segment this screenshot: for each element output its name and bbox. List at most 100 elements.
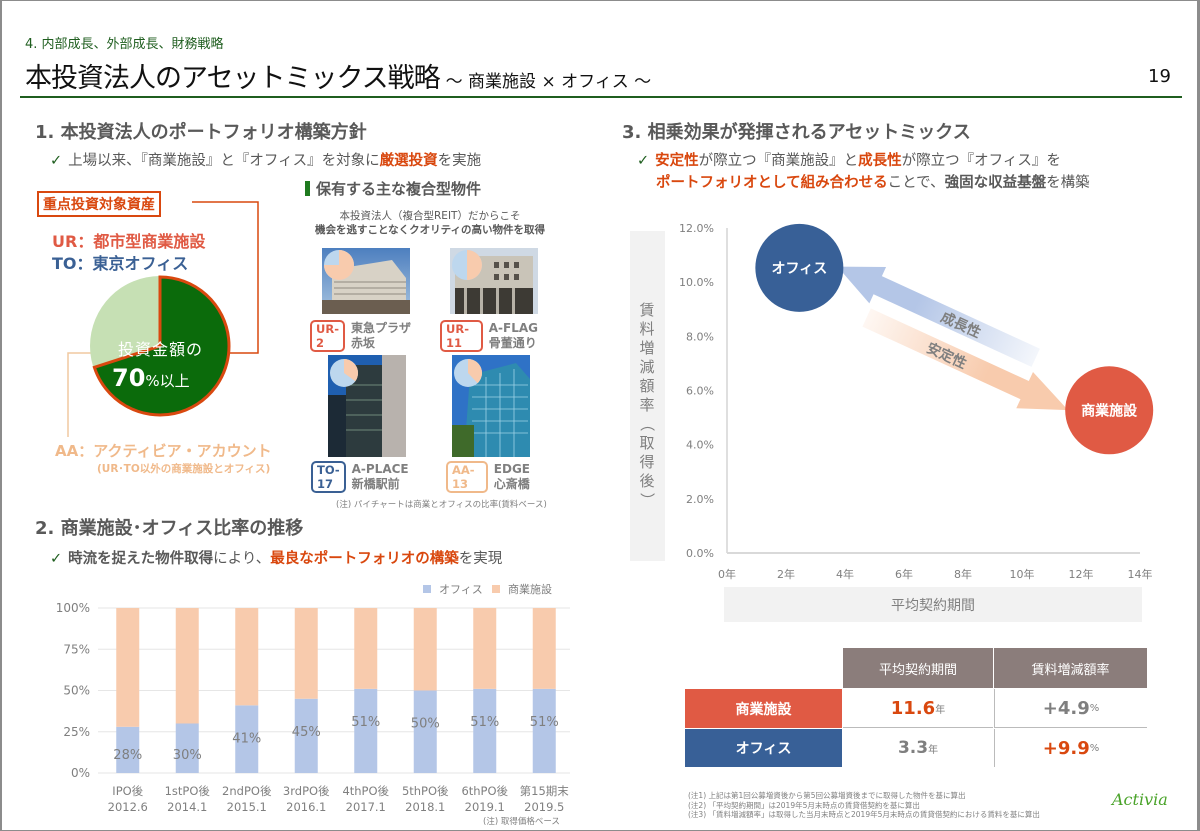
property-card: UR-2 東急プラザ 赤坂 — [310, 248, 411, 352]
property-name: A-FLAG 骨董通り — [489, 321, 538, 351]
table-row-label-retail: 商業施設 — [685, 689, 842, 728]
y-axis-label-char: 減 — [639, 358, 654, 376]
x-tick-label-date: 2019.5 — [524, 800, 564, 814]
x-tick-label: IPO後 — [112, 784, 143, 798]
bar-office — [235, 705, 259, 773]
property-name-line2: 新橋駅前 — [351, 477, 400, 491]
bar-retail — [116, 608, 140, 727]
table-header-rate: 賃料増減額率 — [994, 648, 1147, 688]
section1-bullet: ✓ 上場以来、『商業施設』と『オフィス』を対象に厳選投資を実施 — [50, 149, 481, 170]
x-tick-label: 6年 — [895, 567, 913, 581]
y-axis-label-char: 賃 — [639, 301, 654, 319]
y-tick-label: 12.0% — [679, 222, 714, 235]
property-name: A-PLACE 新橋駅前 — [352, 462, 409, 492]
x-axis-label: 平均契約期間 — [891, 598, 975, 614]
bullet-emphasis: 最良なポートフォリオの構築 — [270, 551, 459, 567]
property-name-line1: A-PLACE — [351, 462, 409, 476]
mini-pie-retail — [324, 250, 354, 280]
property-name-line2: 心斎橋 — [493, 477, 530, 491]
mini-pie-retail — [467, 250, 482, 280]
table-header-term: 平均契約期間 — [843, 648, 993, 688]
comparison-table: 平均契約期間 賃料増減額率 商業施設 11.6 年 +4.9% オフィス 3.3 年… — [685, 648, 1180, 768]
ur-label: UR：都市型商業施設 — [52, 232, 206, 251]
y-tick-label: 0% — [71, 766, 90, 780]
y-axis-label-char: 額 — [639, 377, 654, 395]
page-number: 19 — [1148, 66, 1171, 87]
bullet-emphasis: 安定性 — [655, 153, 699, 169]
office-term-unit: 年 — [928, 744, 939, 756]
legend-label: 商業施設 — [508, 582, 552, 596]
to-label: TO：東京オフィス — [52, 254, 189, 273]
bullet-text-end: を実施 — [437, 153, 482, 169]
property-name: EDGE 心斎橋 — [494, 462, 530, 492]
bullet-bold: 強固な収益基盤 — [944, 175, 1047, 191]
bar-data-label: 51% — [351, 715, 380, 730]
focus-assets-label: 重点投資対象資産 — [37, 191, 161, 217]
title-main: 本投資法人のアセットミックス戦略 — [25, 63, 441, 94]
bullet-emphasis: 厳選投資 — [379, 153, 438, 169]
property-name-line1: EDGE — [493, 462, 530, 476]
bullet-emphasis: 成長性 — [858, 153, 902, 169]
x-tick-label: 4年 — [836, 567, 854, 581]
aa-label: AA：アクティビア・アカウント — [55, 442, 272, 460]
y-axis-label-char: 取 — [639, 434, 654, 452]
ratio-pie — [454, 359, 482, 387]
x-tick-label: 10年 — [1010, 567, 1035, 581]
bar-office — [532, 688, 556, 773]
x-tick-label: 4thPO後 — [342, 784, 389, 798]
footnote-3: (注3) 「賃料増減額率」は取得した当月末時点と2019年5月末時点の賃貸借契約… — [688, 810, 1040, 819]
bullet-emphasis: ポートフォリオとして組み合わせる — [656, 175, 888, 191]
legend-swatch — [423, 585, 431, 593]
x-tick-label-date: 2016.1 — [286, 800, 326, 814]
x-tick-label: 0年 — [718, 567, 736, 581]
table-cell-office-rate: +9.9% — [994, 729, 1147, 767]
section3-bullet-line2: ポートフォリオとして組み合わせることで、強固な収益基盤を構築 — [656, 171, 1090, 192]
x-tick-label: 8年 — [954, 567, 972, 581]
x-tick-label-date: 2018.1 — [405, 800, 445, 814]
pie-value-unit: %以上 — [145, 372, 190, 390]
bullet-bold: 時流を捉えた物件取得 — [68, 551, 214, 567]
section3-heading: 3. 相乗効果が発揮されるアセットミックス — [622, 122, 971, 143]
x-tick-label: 5thPO後 — [402, 784, 449, 798]
property-name: 東急プラザ 赤坂 — [351, 321, 411, 351]
y-axis-label-char: 増 — [639, 339, 654, 357]
table-row-label-office: オフィス — [685, 729, 842, 767]
office-point — [755, 223, 844, 312]
section3-bullet-line1: ✓ 安定性が際立つ『商業施設』と成長性が際立つ『オフィス』を — [637, 149, 1061, 170]
y-axis-label-char: 率 — [639, 396, 654, 414]
table-cell-retail-term: 11.6 年 — [843, 689, 993, 728]
retail-term-unit: 年 — [935, 704, 946, 716]
ratio-pie — [324, 250, 354, 280]
section2-bullet: ✓ 時流を捉えた物件取得により、最良なポートフォリオの構築を実現 — [50, 547, 502, 568]
retail-rate-unit: % — [1089, 702, 1100, 714]
pie-value-number: 70 — [112, 364, 146, 392]
x-tick-label: 6thPO後 — [461, 784, 508, 798]
x-tick-label-date: 2015.1 — [227, 800, 267, 814]
y-tick-label: 0.0% — [686, 547, 714, 560]
property-card: AA-13 EDGE 心斎橋 — [446, 355, 534, 493]
table-cell-retail-rate: +4.9% — [994, 689, 1147, 728]
y-tick-label: 8.0% — [686, 330, 714, 343]
ratio-bar-chart: オフィス 商業施設 0% 25% 50% 75% 100% 28% IPO後 2012.6 30% 1… — [56, 582, 570, 814]
property-name-line2: 骨董通り — [488, 336, 537, 350]
office-point-label: オフィス — [771, 261, 827, 277]
title-divider — [20, 96, 1182, 98]
aa-sublabel: (UR･TO以外の商業施設とオフィス) — [97, 463, 271, 475]
y-tick-label: 50% — [63, 684, 90, 698]
legend-label: オフィス — [439, 583, 483, 596]
property-tag: TO-17 — [311, 461, 346, 493]
bar-office — [116, 726, 140, 773]
bar-retail — [413, 608, 437, 691]
office-term-value: 3.3 — [897, 738, 929, 758]
y-tick-label: 25% — [63, 725, 90, 739]
x-tick-label: 3rdPO後 — [283, 784, 330, 798]
y-axis-label-char: 得 — [639, 453, 654, 471]
mini-pie-retail — [344, 359, 358, 382]
retail-rate-value: +4.9 — [1042, 697, 1090, 719]
pie-slice-focus — [92, 275, 231, 417]
building-photo — [452, 355, 534, 457]
check-icon: ✓ — [50, 153, 63, 169]
bar-chart-note: (注) 取得価格ベース — [483, 817, 560, 827]
property-name-line2: 赤坂 — [350, 336, 375, 350]
bar-retail — [354, 608, 378, 689]
